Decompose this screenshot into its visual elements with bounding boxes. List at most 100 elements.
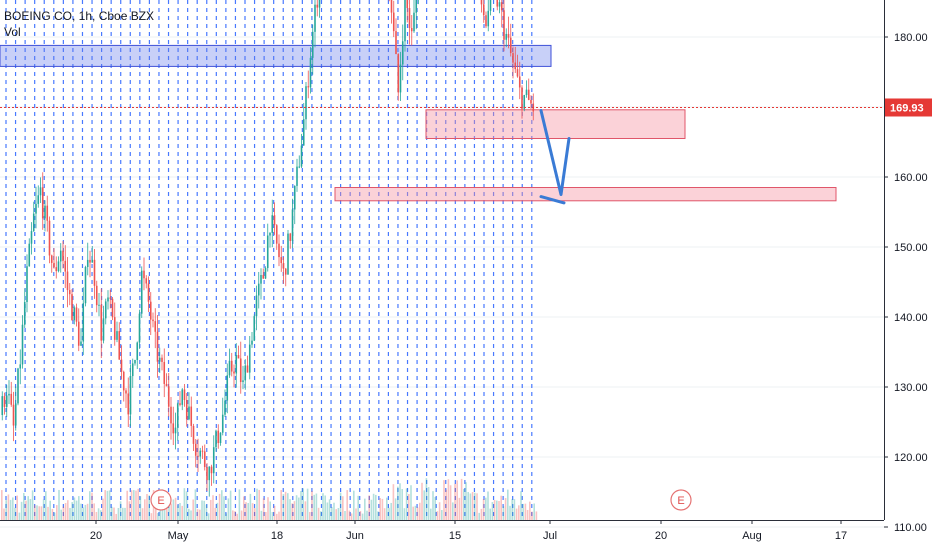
candle-body [266, 235, 269, 269]
candle-body [156, 331, 159, 362]
volume-bar [194, 489, 197, 520]
volume-bar [27, 496, 29, 520]
candle-body [192, 425, 195, 444]
candle-body [190, 406, 193, 426]
candle-body [62, 250, 64, 261]
volume-bar [524, 503, 527, 520]
volume-bar [247, 503, 249, 520]
volume-bar [491, 502, 494, 520]
candle-body [224, 400, 226, 415]
candle-body [242, 380, 244, 383]
volume-bars [1, 478, 538, 520]
last-price-badge [885, 98, 932, 117]
candle-body [167, 386, 170, 407]
candle-body [172, 423, 175, 434]
volume-bar [75, 500, 78, 520]
candle-body [237, 355, 240, 359]
candle-body [309, 57, 312, 88]
volume-bar [293, 501, 296, 520]
volume-bar [62, 506, 65, 520]
volume-bar [289, 499, 291, 520]
candle-body [131, 363, 134, 377]
volume-bar [203, 500, 205, 520]
candle-body [487, 10, 490, 27]
candle-body [269, 232, 271, 236]
volume-bar [95, 511, 98, 520]
candle-body [179, 403, 181, 405]
volume-bar [467, 492, 469, 520]
candle-body [143, 270, 145, 279]
volume-bar [133, 490, 135, 520]
volume-bar [394, 498, 397, 520]
candle-body [485, 15, 487, 27]
volume-bar [73, 497, 76, 520]
candle-body [208, 466, 211, 481]
candle-body [185, 399, 188, 420]
candle-body [68, 290, 71, 295]
candle-body [21, 324, 24, 365]
candle-body [26, 266, 28, 303]
volume-bar [304, 501, 307, 520]
candle-body [505, 33, 508, 40]
volume-bar [3, 508, 5, 520]
volume-bar [287, 493, 289, 520]
candle-body [305, 86, 307, 120]
volume-bar [276, 513, 278, 520]
volume-bar [423, 490, 425, 520]
volume-bar [379, 498, 381, 520]
candle-body [140, 270, 143, 314]
candle-body [147, 283, 150, 302]
volume-bar [214, 507, 216, 520]
volume-bar [25, 500, 27, 520]
candle-body [496, 0, 499, 7]
volume-bar [498, 501, 500, 520]
volume-bar [377, 511, 379, 520]
candle-body [136, 342, 139, 360]
candle-body [509, 37, 512, 54]
candle-body [165, 383, 168, 387]
candle-body [93, 259, 96, 286]
time-tick-label: Jul [543, 530, 557, 542]
candle-body [127, 393, 130, 415]
candle-body [161, 357, 163, 362]
volume-bar [337, 507, 340, 520]
volume-bar [201, 500, 203, 520]
forecast-arrow [539, 109, 571, 196]
volume-bar [150, 513, 153, 520]
candle-body [118, 331, 121, 360]
volume-bar [533, 503, 535, 520]
volume-bar [504, 498, 507, 520]
volume-bar [170, 503, 172, 520]
candle-body [415, 0, 418, 13]
volume-bar [471, 492, 474, 520]
candle-body [28, 243, 31, 267]
candle-body [404, 0, 406, 42]
candle-body [406, 0, 409, 9]
volume-bar [238, 489, 241, 520]
candle-body [257, 283, 260, 296]
candle-body [138, 313, 141, 343]
candle-body [30, 231, 33, 244]
volume-bar [207, 513, 210, 520]
symbol-label[interactable]: BOEING CO, 1h, Cboe BZX [4, 9, 155, 23]
candle-body [174, 427, 177, 434]
volume-bar [45, 491, 47, 520]
candle-body [120, 359, 123, 372]
candle-body [316, 4, 319, 8]
candle-body [230, 360, 233, 372]
volume-bar [102, 498, 104, 520]
volume-bar [458, 497, 461, 520]
candle-body [37, 195, 40, 204]
candle-body [521, 87, 523, 109]
candle-body [46, 205, 49, 221]
candle-body [244, 365, 247, 381]
volume-bar [350, 513, 353, 520]
volume-label[interactable]: Vol [4, 25, 21, 39]
volume-bar [306, 488, 309, 520]
volume-bar [535, 511, 538, 520]
volume-bar [520, 491, 522, 520]
volume-bar [262, 498, 265, 520]
candle-body [390, 0, 393, 13]
